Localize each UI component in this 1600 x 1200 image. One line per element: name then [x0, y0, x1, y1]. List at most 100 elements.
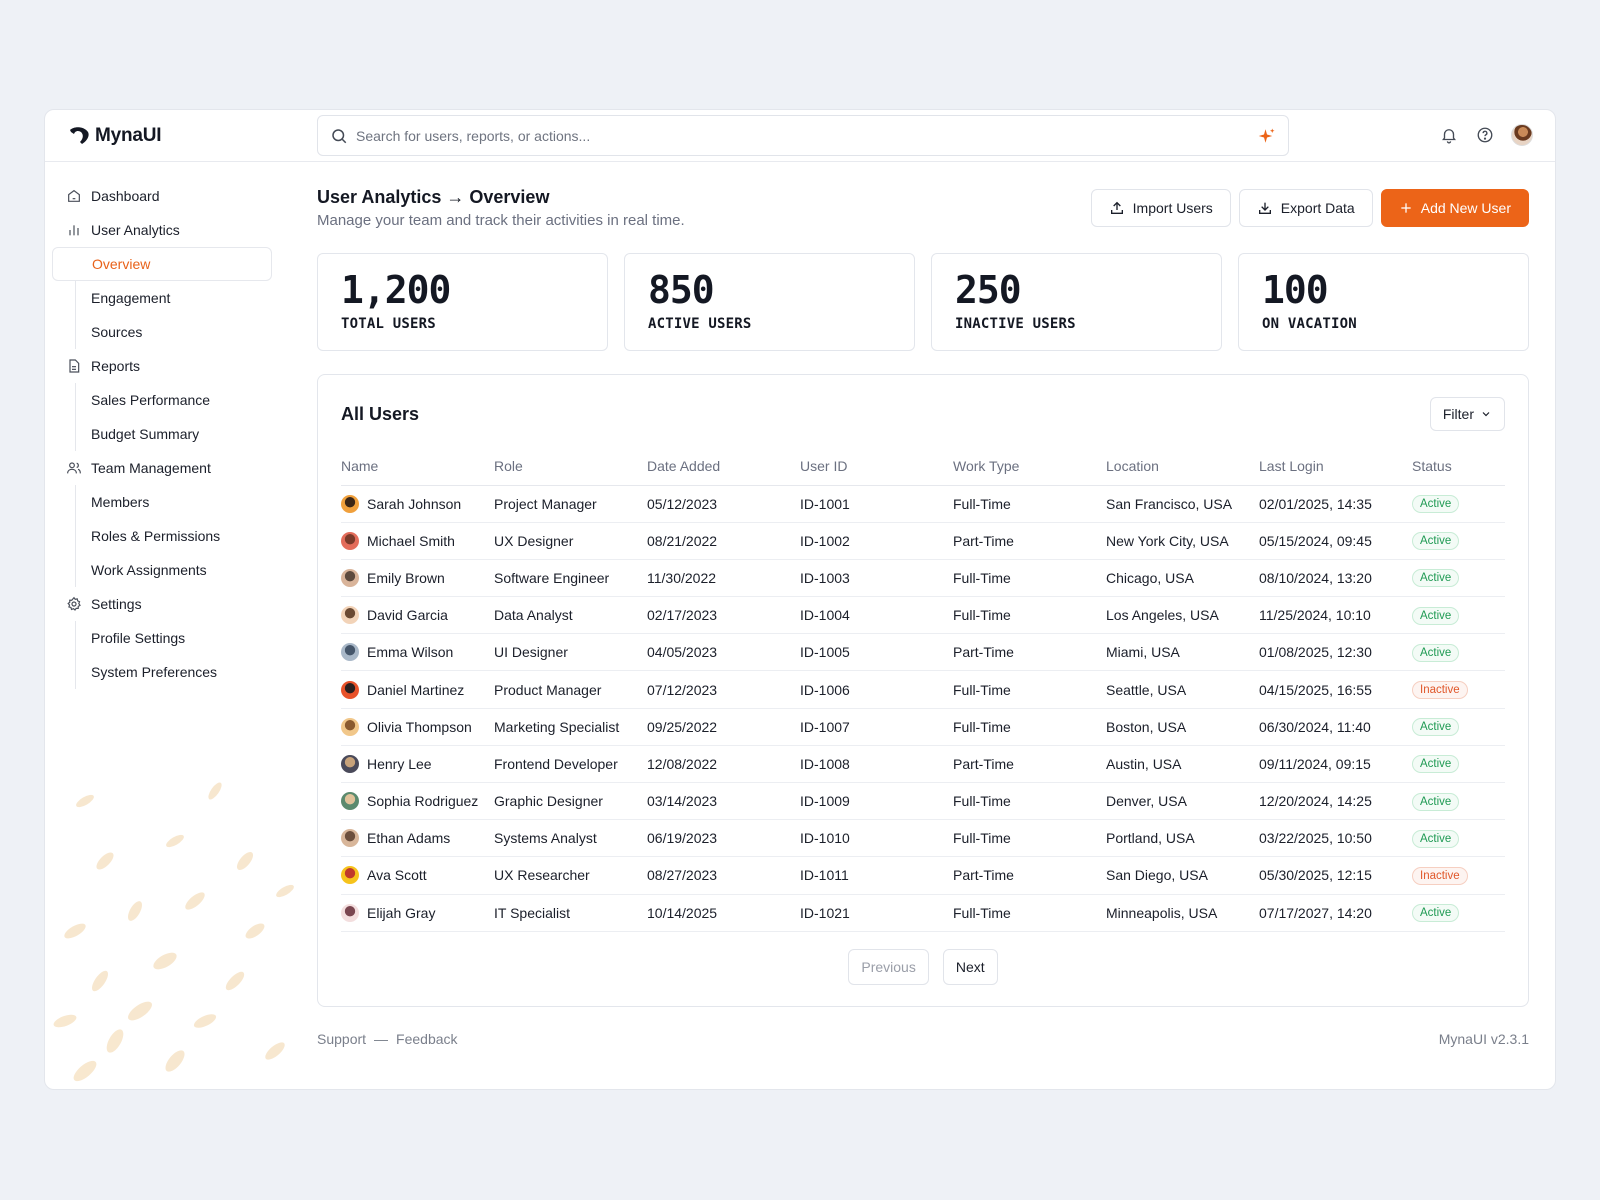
search-bar[interactable]: [317, 115, 1289, 156]
support-link[interactable]: Support: [317, 1031, 367, 1047]
sidebar-item-budget-summary[interactable]: Budget Summary: [52, 417, 272, 451]
user-name: Olivia Thompson: [367, 718, 472, 735]
sparkle-icon[interactable]: [1258, 127, 1276, 145]
user-name: Emma Wilson: [367, 644, 454, 661]
sidebar-item-user-analytics[interactable]: User Analytics: [52, 213, 272, 247]
sidebar-item-engagement[interactable]: Engagement: [52, 281, 272, 315]
column-header-last-login[interactable]: Last Login: [1259, 448, 1412, 486]
sidebar-item-team-management[interactable]: Team Management: [52, 451, 272, 485]
sidebar-item-dashboard[interactable]: Dashboard: [52, 179, 272, 213]
name-cell: Sarah Johnson: [341, 485, 494, 523]
table-row[interactable]: Elijah Gray IT Specialist 10/14/2025 ID-102…: [341, 894, 1505, 932]
user-id-cell: ID-1009: [800, 782, 953, 821]
table-row[interactable]: Daniel Martinez Product Manager 07/12/2023…: [341, 670, 1505, 709]
work-type-cell: Full-Time: [953, 559, 1106, 598]
work-type-cell: Full-Time: [953, 670, 1106, 709]
sidebar-item-label: Members: [91, 494, 150, 510]
table-row[interactable]: Sarah Johnson Project Manager 05/12/2023 ID…: [341, 485, 1505, 523]
name-cell: David Garcia: [341, 596, 494, 635]
status-cell: Active: [1412, 522, 1505, 560]
user-id-cell: ID-1010: [800, 819, 953, 858]
sidebar-item-label: System Preferences: [91, 664, 218, 680]
role-cell: Data Analyst: [494, 596, 647, 635]
table-row[interactable]: Henry Lee Frontend Developer 12/08/2022 ID-…: [341, 745, 1505, 784]
app-name: MynaUI: [95, 125, 162, 146]
name-wrapper: Sophia Rodriguez: [341, 792, 488, 811]
status-badge: Inactive: [1412, 866, 1468, 885]
previous-button[interactable]: Previous: [848, 949, 929, 985]
sidebar-item-sales-performance[interactable]: Sales Performance: [52, 383, 272, 417]
sidebar-item-label: Reports: [91, 358, 141, 374]
date-added-cell: 08/21/2022: [647, 522, 800, 560]
date-added-cell: 11/30/2022: [647, 559, 800, 598]
import-users-label: Import Users: [1132, 200, 1213, 216]
column-header-date-added[interactable]: Date Added: [647, 448, 800, 486]
table-row[interactable]: David Garcia Data Analyst 02/17/2023 ID-100…: [341, 596, 1505, 635]
feedback-link[interactable]: Feedback: [396, 1031, 458, 1047]
search-input[interactable]: [356, 127, 1258, 144]
user-analytics-submenu: Overview Engagement Sources: [52, 247, 272, 349]
stat-value: 250: [955, 268, 1022, 312]
import-users-button[interactable]: Import Users: [1090, 189, 1231, 227]
app-window: MynaUI: [44, 109, 1556, 1090]
logo-icon: [70, 127, 89, 144]
role-cell: Project Manager: [494, 485, 647, 523]
sidebar-item-label: Team Management: [91, 460, 211, 476]
sidebar-item-profile-settings[interactable]: Profile Settings: [52, 621, 272, 655]
table-row[interactable]: Sophia Rodriguez Graphic Designer 03/14/20…: [341, 782, 1505, 821]
sidebar-item-members[interactable]: Members: [52, 485, 272, 519]
column-header-name[interactable]: Name: [341, 448, 494, 486]
header-actions: Import Users Export Data Add New User: [1090, 189, 1529, 227]
sidebar-item-sources[interactable]: Sources: [52, 315, 272, 349]
status-badge: Active: [1412, 904, 1460, 923]
table-row[interactable]: Ethan Adams Systems Analyst 06/19/2023 ID-1…: [341, 819, 1505, 858]
help-icon[interactable]: [1475, 125, 1495, 145]
work-type-cell: Part-Time: [953, 522, 1106, 560]
role-cell: UX Researcher: [494, 856, 647, 895]
sidebar-item-settings[interactable]: Settings: [52, 587, 272, 621]
top-bar: MynaUI: [45, 110, 1555, 162]
table-row[interactable]: Olivia Thompson Marketing Specialist 09/25…: [341, 708, 1505, 746]
sidebar-item-system-preferences[interactable]: System Preferences: [52, 655, 272, 689]
logo[interactable]: MynaUI: [68, 124, 162, 148]
stat-value: 100: [1262, 268, 1329, 312]
work-type-cell: Full-Time: [953, 596, 1106, 635]
stat-card-on-vacation: 100 ON VACATION: [1238, 253, 1529, 351]
export-data-button[interactable]: Export Data: [1238, 189, 1373, 227]
avatar: [341, 866, 359, 885]
name-wrapper: Daniel Martinez: [341, 680, 488, 699]
avatar: [341, 903, 359, 922]
status-badge: Active: [1412, 532, 1460, 551]
home-icon: [68, 189, 80, 202]
location-cell: Denver, USA: [1106, 782, 1259, 821]
location-cell: Boston, USA: [1106, 708, 1259, 746]
user-avatar[interactable]: [1511, 124, 1533, 146]
sidebar-item-label: Sales Performance: [91, 392, 211, 408]
name-cell: Sophia Rodriguez: [341, 782, 494, 821]
sidebar-item-work-assignments[interactable]: Work Assignments: [52, 553, 272, 587]
table-row[interactable]: Michael Smith UX Designer 08/21/2022 ID-100…: [341, 522, 1505, 560]
sidebar-item-overview[interactable]: Overview: [52, 247, 272, 281]
table-row[interactable]: Ava Scott UX Researcher 08/27/2023 ID-1011 P…: [341, 856, 1505, 895]
next-button[interactable]: Next: [942, 949, 998, 985]
user-name: Sarah Johnson: [367, 495, 462, 512]
column-header-role[interactable]: Role: [494, 448, 647, 486]
column-header-status[interactable]: Status: [1412, 448, 1505, 486]
avatar: [341, 754, 359, 773]
column-header-work-type[interactable]: Work Type: [953, 448, 1106, 486]
name-cell: Emily Brown: [341, 559, 494, 598]
date-added-cell: 04/05/2023: [647, 633, 800, 672]
date-added-cell: 09/25/2022: [647, 708, 800, 746]
column-header-user-id[interactable]: User ID: [800, 448, 953, 486]
user-name: Sophia Rodriguez: [367, 793, 479, 810]
bell-icon[interactable]: [1439, 125, 1459, 145]
sidebar-item-roles-permissions[interactable]: Roles & Permissions: [52, 519, 272, 553]
user-id-cell: ID-1004: [800, 596, 953, 635]
column-header-location[interactable]: Location: [1106, 448, 1259, 486]
role-cell: Marketing Specialist: [494, 708, 647, 746]
sidebar-item-reports[interactable]: Reports: [52, 349, 272, 383]
add-new-user-button[interactable]: Add New User: [1380, 189, 1529, 227]
table-row[interactable]: Emily Brown Software Engineer 11/30/2022 ID…: [341, 559, 1505, 598]
filter-dropdown[interactable]: Filter: [1429, 397, 1505, 431]
table-row[interactable]: Emma Wilson UI Designer 04/05/2023 ID-1005 P…: [341, 633, 1505, 672]
